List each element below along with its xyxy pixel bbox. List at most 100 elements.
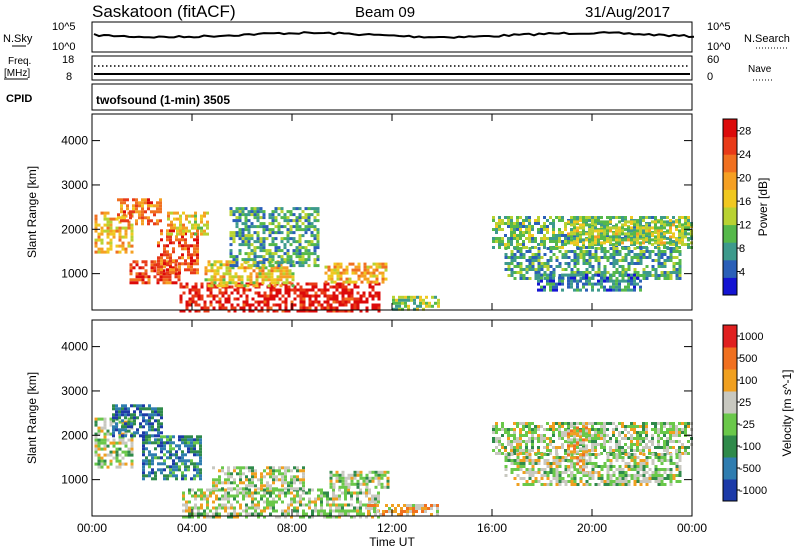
- data-cell: [543, 471, 547, 474]
- data-cell: [588, 459, 592, 462]
- data-cell: [190, 462, 193, 466]
- data-cell: [576, 259, 580, 262]
- data-cell: [281, 475, 284, 479]
- data-cell: [127, 244, 131, 248]
- data-cell: [386, 470, 390, 474]
- data-cell: [224, 491, 227, 495]
- data-cell: [302, 497, 305, 501]
- data-cell: [534, 277, 538, 280]
- data-cell: [546, 262, 550, 265]
- data-cell: [507, 274, 511, 277]
- data-cell: [570, 259, 574, 262]
- data-cell: [374, 494, 377, 498]
- data-cell: [277, 255, 281, 259]
- data-cell: [170, 223, 173, 227]
- data-cell: [366, 280, 370, 284]
- data-cell: [112, 404, 115, 408]
- data-cell: [301, 246, 305, 250]
- data-cell: [407, 298, 410, 302]
- data-cell: [531, 259, 535, 262]
- data-cell: [97, 441, 101, 445]
- data-cell: [221, 506, 224, 510]
- data-cell: [194, 214, 197, 218]
- data-cell: [237, 278, 241, 282]
- data-cell: [210, 278, 214, 282]
- data-cell: [654, 235, 657, 239]
- data-cell: [138, 216, 141, 220]
- data-cell: [254, 497, 257, 501]
- data-cell: [117, 216, 120, 220]
- data-cell: [151, 425, 154, 429]
- data-cell: [570, 474, 573, 478]
- data-cell: [338, 512, 341, 516]
- data-cell: [567, 250, 571, 253]
- data-cell: [573, 468, 577, 471]
- data-cell: [260, 512, 263, 516]
- data-cell: [341, 482, 345, 486]
- data-cell: [274, 225, 278, 229]
- data-cell: [567, 435, 570, 439]
- data-cell: [591, 265, 595, 268]
- data-cell: [603, 265, 607, 268]
- data-cell: [588, 434, 591, 437]
- data-cell: [235, 219, 239, 223]
- data-cell: [663, 471, 667, 474]
- data-cell: [654, 428, 657, 431]
- data-cell: [159, 275, 163, 279]
- data-cell: [276, 266, 280, 270]
- data-cell: [251, 484, 254, 488]
- data-cell: [403, 510, 406, 513]
- data-cell: [561, 243, 564, 246]
- data-cell: [254, 488, 257, 492]
- data-cell: [308, 503, 311, 507]
- data-cell: [633, 285, 636, 289]
- data-cell: [247, 225, 251, 229]
- data-cell: [94, 444, 98, 448]
- data-cell: [507, 443, 510, 446]
- data-cell: [124, 434, 127, 438]
- data-cell: [537, 282, 540, 286]
- x-tick-label: 04:00: [177, 521, 207, 535]
- data-cell: [311, 515, 314, 519]
- data-cell: [579, 256, 583, 259]
- data-cell: [263, 506, 266, 510]
- data-cell: [229, 255, 233, 259]
- data-cell: [663, 232, 666, 236]
- data-cell: [510, 228, 513, 231]
- data-cell: [94, 417, 98, 421]
- data-cell: [277, 231, 281, 235]
- data-cell: [253, 255, 257, 259]
- data-cell: [519, 452, 522, 455]
- data-cell: [256, 231, 260, 235]
- data-cell: [230, 494, 233, 498]
- data-cell: [332, 500, 335, 504]
- data-cell: [597, 434, 600, 437]
- data-cell: [169, 271, 172, 275]
- data-cell: [289, 243, 293, 247]
- data-cell: [510, 274, 514, 277]
- data-cell: [245, 494, 248, 498]
- data-cell: [618, 483, 622, 486]
- data-cell: [570, 456, 573, 460]
- data-cell: [375, 268, 379, 272]
- data-cell: [144, 216, 147, 220]
- data-cell: [570, 465, 573, 469]
- data-cell: [585, 219, 588, 222]
- data-cell: [618, 474, 622, 477]
- data-cell: [516, 262, 520, 265]
- data-cell: [534, 256, 538, 259]
- data-cell: [573, 273, 576, 277]
- data-cell: [100, 465, 104, 469]
- data-cell: [196, 241, 199, 245]
- data-cell: [513, 434, 516, 437]
- data-cell: [534, 462, 538, 465]
- data-cell: [371, 479, 375, 483]
- data-cell: [250, 264, 254, 268]
- data-cell: [206, 515, 209, 519]
- data-cell: [203, 232, 206, 236]
- data-cell: [627, 468, 631, 471]
- data-cell: [336, 271, 340, 275]
- data-cell: [251, 472, 254, 476]
- data-cell: [248, 303, 252, 307]
- data-cell: [129, 278, 133, 282]
